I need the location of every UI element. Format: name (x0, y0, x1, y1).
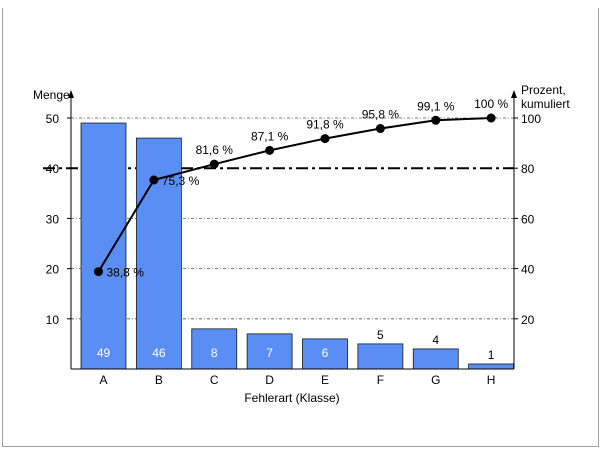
x-tick-label: H (487, 373, 496, 387)
x-tick-label: B (155, 373, 163, 387)
x-tick-label: D (265, 373, 274, 387)
bar-G (412, 348, 459, 370)
y-axis-arrow (68, 90, 74, 98)
bar-value-label: 1 (488, 348, 495, 362)
cumulative-point (265, 145, 275, 155)
bar-value-label: 6 (322, 346, 329, 360)
x-tick-label: A (99, 373, 107, 387)
x-axis-label: Fehlerart (Klasse) (244, 391, 339, 405)
y2-tick-label: 100 (521, 112, 541, 126)
cumulative-point (431, 115, 441, 125)
y2-tick-label: 20 (521, 313, 535, 327)
bar-value-label: 46 (152, 346, 166, 360)
y-tick-label: 50 (46, 112, 60, 126)
cumulative-point (320, 134, 330, 144)
y2-axis-label-line1: Prozent, (521, 83, 566, 97)
cumulative-point (149, 175, 159, 185)
bar-A (80, 122, 127, 370)
x-tick-label: C (210, 373, 219, 387)
bar-value-label: 5 (377, 328, 384, 342)
cumulative-point (375, 124, 385, 134)
cumulative-line (97, 117, 492, 273)
bar-E (302, 338, 348, 370)
cumulative-point (486, 113, 496, 123)
bar-value-label: 8 (211, 346, 218, 360)
bar-F (357, 343, 404, 370)
bar-value-label: 7 (266, 346, 273, 360)
y-tick-label: 30 (46, 212, 60, 226)
cumulative-point (94, 267, 103, 277)
x-tick-label: E (321, 373, 329, 387)
y2-tick-label: 60 (521, 212, 535, 226)
cumulative-label: 75,3 % (162, 174, 200, 188)
window-frame (2, 8, 599, 447)
cumulative-label: 87,1 % (251, 129, 289, 143)
y2-axis-label-line2: kumuliert (521, 97, 570, 111)
bar-value-label: 4 (432, 333, 439, 347)
bar-D (246, 333, 293, 370)
y-axis-label: Menge (33, 88, 70, 102)
y2-tick-label: 40 (521, 263, 535, 277)
x-tick-label: G (431, 373, 440, 387)
cumulative-label: 81,6 % (196, 143, 234, 157)
cumulative-point (209, 159, 219, 169)
bar-H (468, 363, 515, 370)
y-tick-label: 40 (46, 162, 60, 176)
y2-tick-label: 80 (521, 162, 535, 176)
y2-axis-arrow (511, 90, 517, 98)
cumulative-label: 91,8 % (306, 118, 344, 132)
cumulative-label: 99,1 % (417, 99, 455, 113)
cumulative-label: 38,8 % (107, 266, 145, 280)
bar-value-label: 49 (97, 346, 111, 360)
bar-B (135, 137, 182, 370)
cumulative-label: 95,8 % (362, 108, 400, 122)
y-tick-label: 10 (46, 313, 60, 327)
y-tick-label: 20 (46, 263, 60, 277)
x-tick-label: F (377, 373, 384, 387)
cumulative-label: 100 % (474, 97, 508, 111)
